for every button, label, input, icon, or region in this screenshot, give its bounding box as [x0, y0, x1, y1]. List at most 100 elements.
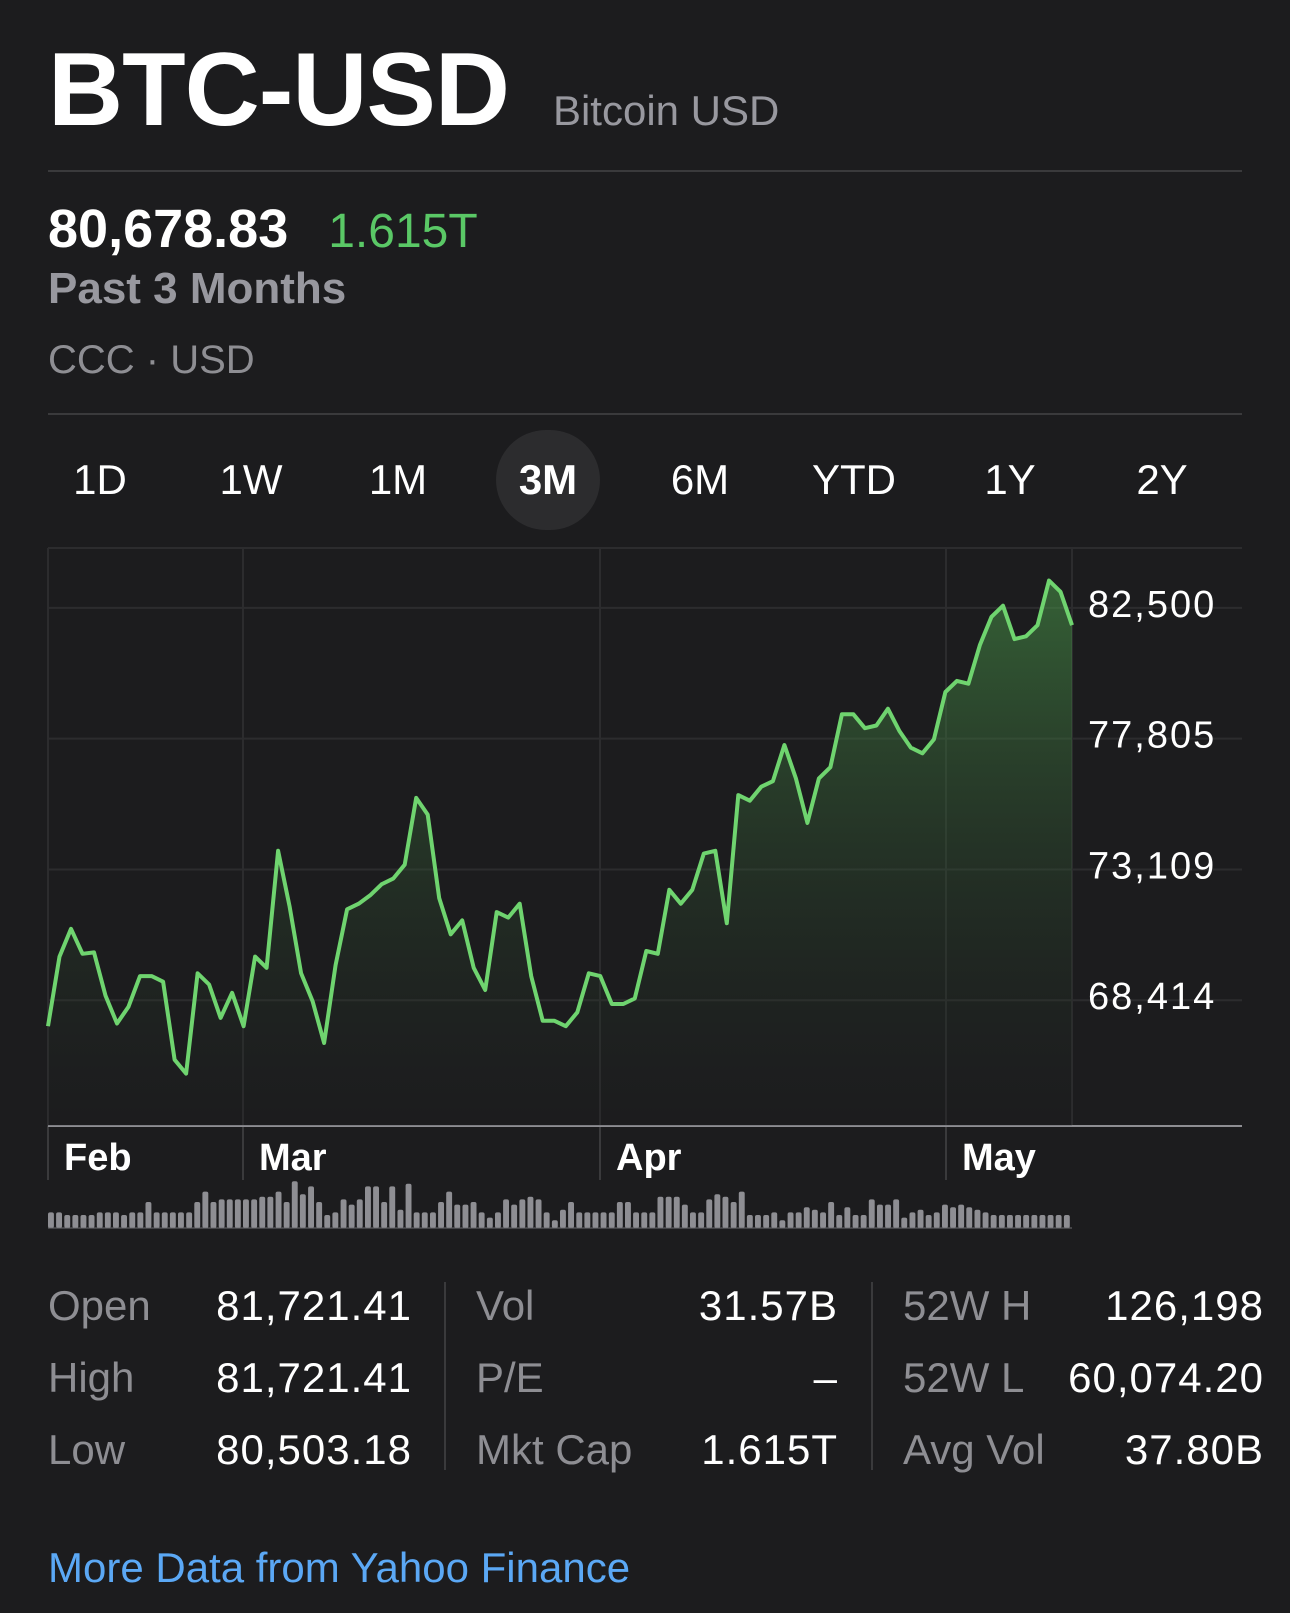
- stat-value-low: 80,503.18: [216, 1426, 412, 1473]
- volume-bar: [88, 1215, 95, 1228]
- volume-bar: [1047, 1215, 1054, 1228]
- volume-bar: [877, 1204, 883, 1228]
- volume-bar: [291, 1181, 298, 1228]
- volume-bar: [186, 1212, 193, 1228]
- volume-bar: [137, 1212, 144, 1228]
- volume-bar: [950, 1207, 956, 1228]
- range-ytd[interactable]: YTD: [812, 456, 896, 503]
- volume-bar: [576, 1212, 583, 1228]
- period-label: Past 3 Months: [48, 264, 347, 313]
- volume-bar: [901, 1217, 908, 1228]
- x-tick-label: Apr: [616, 1137, 682, 1179]
- volume-bar: [519, 1199, 526, 1228]
- volume-bar: [885, 1204, 891, 1228]
- quote-header: BTC-USD Bitcoin USD: [48, 30, 779, 150]
- stat-value-p-e: –: [813, 1354, 838, 1401]
- volume-bar: [234, 1199, 241, 1228]
- volume-bar: [535, 1199, 542, 1228]
- volume-bar: [80, 1215, 87, 1228]
- stat-label-vol: Vol: [476, 1282, 535, 1329]
- volume-bar: [161, 1212, 168, 1228]
- price-change: 1.615T: [328, 205, 478, 258]
- volume-bar: [641, 1212, 648, 1228]
- y-tick-label: 68,414: [1088, 976, 1216, 1018]
- range-2y[interactable]: 2Y: [1136, 456, 1188, 503]
- more-data-link[interactable]: More Data from Yahoo Finance: [48, 1544, 631, 1591]
- volume-bar: [511, 1204, 518, 1228]
- range-6m[interactable]: 6M: [670, 456, 730, 503]
- price-area: [48, 580, 1072, 1126]
- volume-bar: [438, 1202, 444, 1228]
- volume-bar: [454, 1204, 461, 1228]
- range-1w[interactable]: 1W: [219, 456, 283, 503]
- volume-bar: [316, 1202, 323, 1228]
- volume-bar: [299, 1194, 306, 1228]
- volume-bar: [113, 1212, 119, 1228]
- volume-bar: [1055, 1215, 1062, 1228]
- stat-value-avg-vol: 37.80B: [1124, 1426, 1264, 1473]
- volume-bar: [868, 1199, 875, 1228]
- volume-bar: [665, 1196, 672, 1228]
- volume-bar: [495, 1212, 501, 1228]
- volume-bar: [795, 1212, 802, 1228]
- volume-bar: [657, 1196, 664, 1228]
- volume-bar: [169, 1212, 176, 1228]
- current-price: 80,678.83: [48, 199, 289, 259]
- stat-label-high: High: [48, 1354, 135, 1401]
- volume-bar: [763, 1215, 770, 1228]
- stat-label-52w-l: 52W L: [903, 1354, 1025, 1401]
- volume-bar: [365, 1186, 371, 1228]
- volume-bar: [129, 1212, 136, 1228]
- volume-bar: [430, 1212, 436, 1228]
- range-1y[interactable]: 1Y: [984, 456, 1036, 503]
- price-line-series: [46, 578, 1074, 1076]
- x-tick-label: May: [962, 1137, 1036, 1179]
- volume-bar: [673, 1196, 680, 1228]
- volume-bar: [942, 1204, 948, 1228]
- volume-bar: [462, 1204, 469, 1228]
- volume-bar: [527, 1196, 534, 1228]
- volume-bar: [551, 1220, 558, 1228]
- volume-bar: [746, 1215, 753, 1228]
- volume-bar: [592, 1212, 599, 1228]
- volume-bar: [503, 1199, 509, 1228]
- volume-bar: [844, 1207, 851, 1228]
- volume-bar: [178, 1212, 184, 1228]
- volume-bar: [446, 1191, 453, 1228]
- volume-bar: [852, 1215, 859, 1228]
- volume-bar: [730, 1202, 737, 1228]
- volume-bar: [1031, 1215, 1038, 1228]
- volume-bar: [681, 1204, 688, 1228]
- volume-bar: [543, 1212, 550, 1228]
- volume-bar: [974, 1209, 981, 1228]
- stat-label-open: Open: [48, 1282, 151, 1329]
- price-line: 80,678.83 1.615T: [48, 198, 478, 260]
- volume-bar: [958, 1204, 965, 1228]
- volume-bar: [259, 1196, 266, 1228]
- volume-bar: [625, 1202, 631, 1228]
- volume-bar: [397, 1209, 404, 1228]
- volume-bar: [616, 1202, 623, 1228]
- volume-bar: [811, 1209, 818, 1228]
- volume-bar: [340, 1199, 347, 1228]
- stat-label-low: Low: [48, 1426, 126, 1473]
- volume-bar: [478, 1212, 485, 1228]
- y-tick-label: 77,805: [1088, 715, 1216, 757]
- volume-bars: [48, 1181, 1072, 1229]
- volume-bar: [779, 1220, 786, 1228]
- volume-bar: [633, 1212, 639, 1228]
- volume-bar: [202, 1191, 209, 1228]
- volume-bar: [933, 1212, 940, 1228]
- range-1d[interactable]: 1D: [73, 456, 127, 503]
- stat-label-mkt-cap: Mkt Cap: [476, 1426, 633, 1473]
- volume-bar: [389, 1186, 396, 1228]
- volume-bar: [836, 1215, 843, 1228]
- volume-bar: [121, 1215, 127, 1228]
- volume-bar: [486, 1217, 493, 1228]
- x-tick-label: Mar: [259, 1137, 327, 1179]
- stat-value-52w-h: 126,198: [1105, 1282, 1264, 1329]
- stat-label-avg-vol: Avg Vol: [903, 1426, 1045, 1473]
- range-3m[interactable]: 3M: [496, 430, 600, 530]
- volume-bar: [275, 1191, 282, 1228]
- range-1m[interactable]: 1M: [368, 456, 428, 503]
